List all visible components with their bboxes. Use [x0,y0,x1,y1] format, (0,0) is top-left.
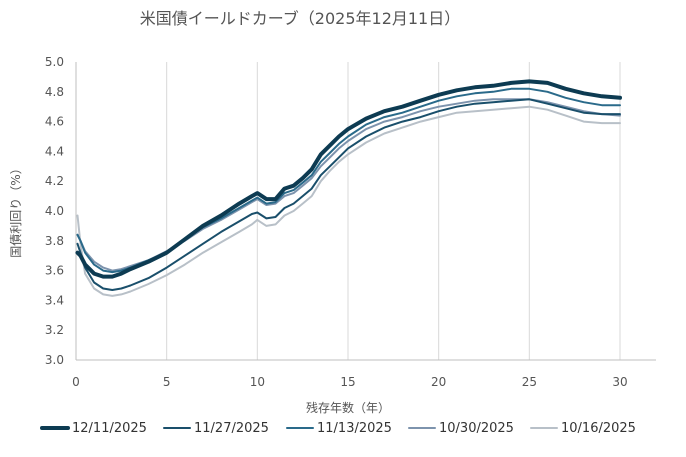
x-tick-label: 30 [612,375,627,389]
x-axis-label: 残存年数（年） [306,400,390,415]
y-tick-label: 3.0 [45,353,64,367]
legend-item: 11/13/2025 [286,421,392,436]
axes [75,62,656,361]
x-tick-label: 15 [340,375,355,389]
legend-label: 11/13/2025 [317,421,392,436]
y-tick-label: 4.6 [45,115,64,129]
legend-item: 10/16/2025 [530,421,636,436]
x-tick-label: 0 [72,375,80,389]
y-tick-label: 3.8 [45,234,64,248]
y-tick-label: 3.6 [45,264,64,278]
chart-title: 米国債イールドカーブ（2025年12月11日） [140,9,460,28]
legend-item: 11/27/2025 [163,421,269,436]
x-tick-label: 10 [250,375,265,389]
legend-item: 10/30/2025 [408,421,514,436]
y-axis-label: 国債利回り（%） [8,162,23,257]
x-tick-label: 20 [431,375,446,389]
legend-label: 11/27/2025 [194,421,269,436]
legend-label: 10/16/2025 [561,421,636,436]
y-tick-label: 4.0 [45,204,64,218]
series-line-2 [76,87,621,274]
series-lines [75,79,622,297]
y-tick-label: 4.8 [45,85,64,99]
legend-item: 12/11/2025 [40,421,147,436]
series-line-4 [76,105,621,297]
series-line-1 [76,98,621,291]
series-line-0 [75,79,622,279]
legend-label: 10/30/2025 [439,421,514,436]
y-tick-label: 4.4 [45,144,64,158]
series-line-3 [76,98,621,272]
y-tick-label: 3.4 [45,293,64,307]
y-tick-label: 5.0 [45,55,64,69]
x-tick-label: 25 [522,375,537,389]
x-tick-label: 5 [163,375,171,389]
y-tick-label: 4.2 [45,174,64,188]
legend-label: 12/11/2025 [72,421,147,436]
tick-labels: 0 5 10 15 20 25 30 3.0 3.2 3.4 3.6 3.8 4.0 4.2 4.4 4.6 4… [45,55,628,389]
legend: 12/11/2025 11/27/2025 11/13/2025 10/30/2025… [40,421,636,436]
y-tick-label: 3.2 [45,323,64,337]
